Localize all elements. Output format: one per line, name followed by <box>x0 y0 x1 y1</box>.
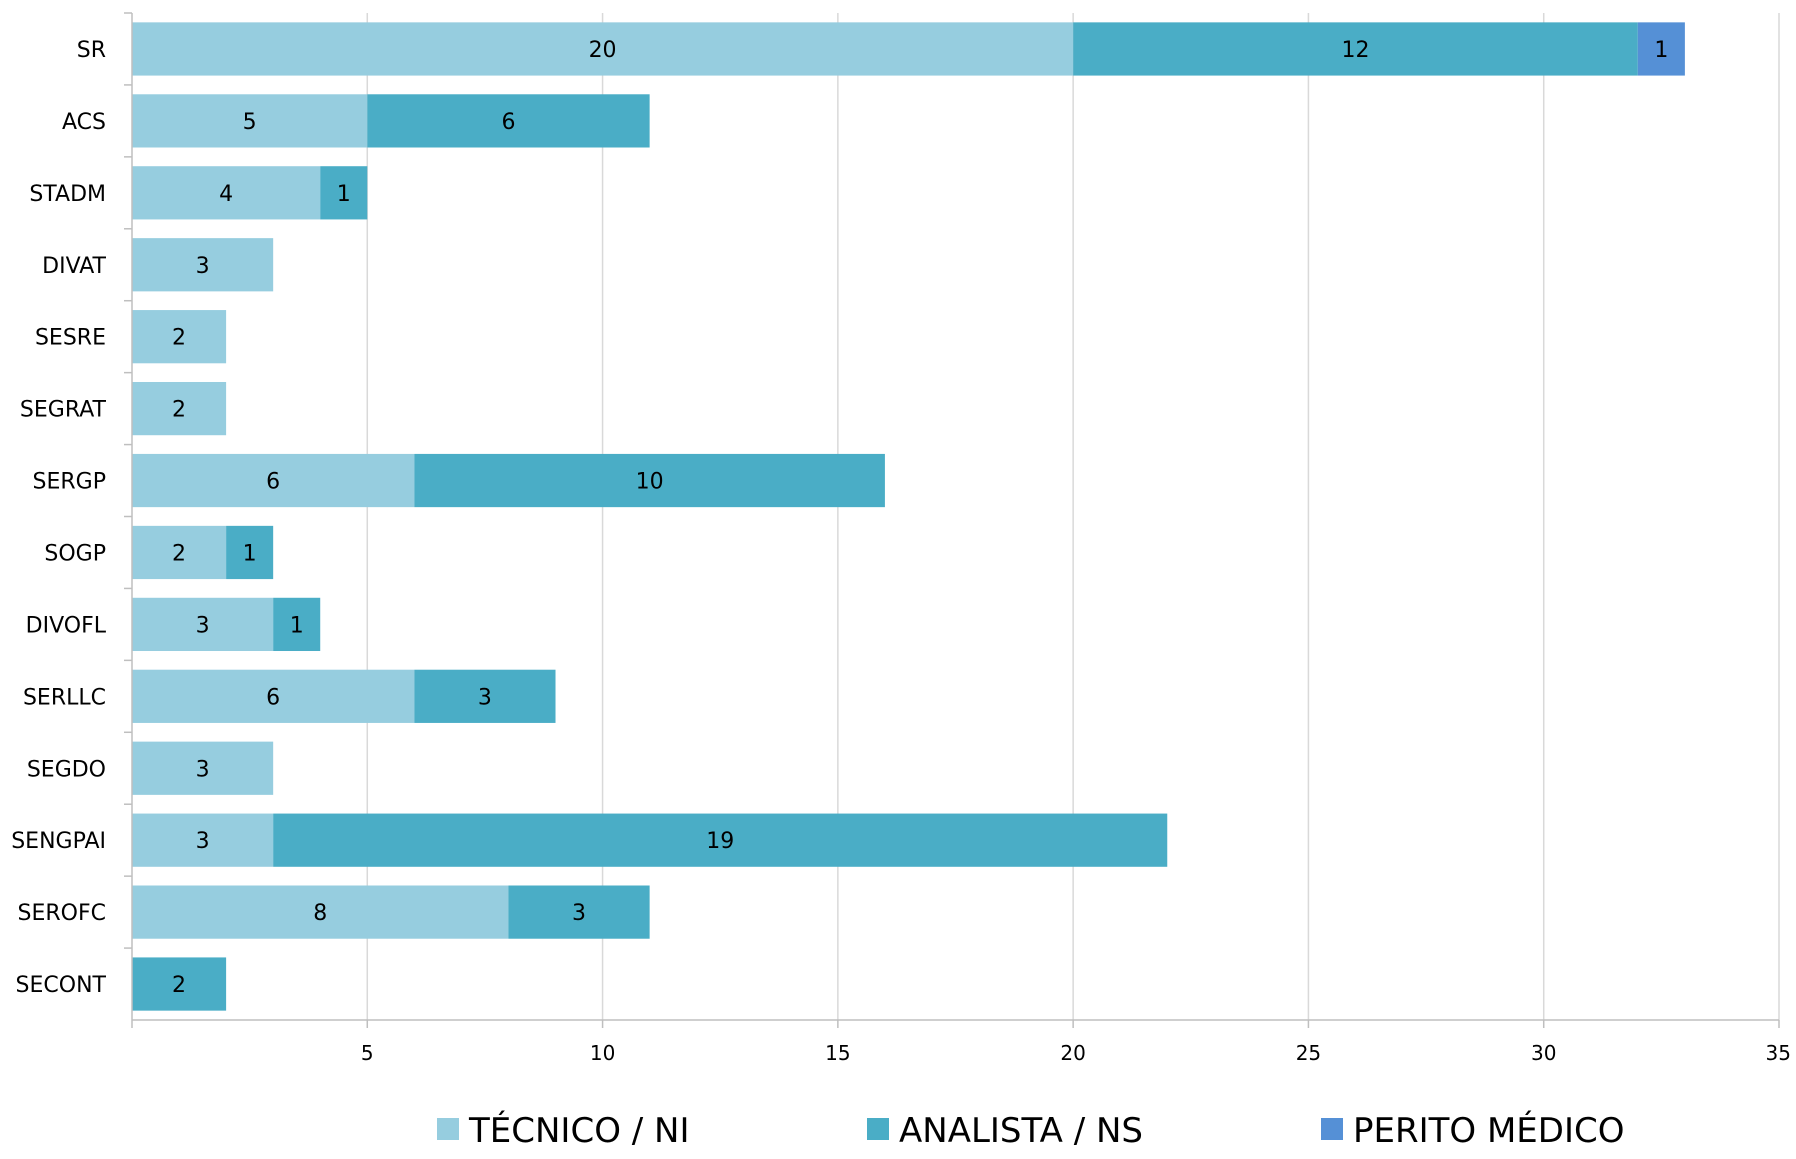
category-label-stadm: STADM <box>29 182 106 207</box>
data-label-sogp-analista-ns: 1 <box>243 541 257 566</box>
legend-swatch-tecnico-ni <box>437 1118 459 1140</box>
legend-swatch-analista-ns <box>867 1118 889 1140</box>
data-label-segrat-tecnico-ni: 2 <box>172 398 186 423</box>
bar-sogp-analista-ns <box>226 525 274 580</box>
category-label-secont: SECONT <box>16 973 107 998</box>
data-label-sergp-tecnico-ni: 6 <box>266 470 280 495</box>
bar-serofc-tecnico-ni <box>132 885 509 939</box>
bar-sergp-tecnico-ni <box>132 453 415 508</box>
axes <box>124 12 1780 1028</box>
category-label-sengpai: SENGPAI <box>11 829 106 854</box>
bar-divat-tecnico-ni <box>132 238 274 292</box>
data-label-sogp-tecnico-ni: 2 <box>172 541 186 566</box>
bar-acs-tecnico-ni <box>132 94 368 148</box>
category-label-serofc: SEROFC <box>18 901 106 926</box>
category-label-sogp: SOGP <box>44 541 106 566</box>
bar-sr-tecnico-ni <box>132 22 1074 76</box>
category-label-sergp: SERGP <box>33 470 106 495</box>
legend-label-tecnico-ni: TÉCNICO / NI <box>468 1110 690 1151</box>
data-label-stadm-tecnico-ni: 4 <box>219 182 233 207</box>
bar-stadm-analista-ns <box>320 166 368 220</box>
category-label-serllc: SERLLC <box>23 685 106 710</box>
bar-segdo-tecnico-ni <box>132 741 274 795</box>
data-label-sr-tecnico-ni: 20 <box>589 38 617 63</box>
category-label-acs: ACS <box>62 110 106 135</box>
data-label-divofl-analista-ns: 1 <box>290 613 304 638</box>
x-tick-label-5: 5 <box>361 1041 374 1065</box>
data-label-sergp-analista-ns: 10 <box>636 470 664 495</box>
data-label-sr-perito-medico: 1 <box>1654 38 1668 63</box>
bar-serofc-analista-ns <box>508 885 650 939</box>
bar-sengpai-tecnico-ni <box>132 813 274 867</box>
bars <box>132 22 1685 1011</box>
bar-segrat-tecnico-ni <box>132 381 227 436</box>
x-tick-label-35: 35 <box>1766 1041 1791 1065</box>
category-label-sr: SR <box>77 38 106 63</box>
data-label-stadm-analista-ns: 1 <box>337 182 351 207</box>
legend-label-perito-medico: PERITO MÉDICO <box>1353 1110 1625 1151</box>
category-label-segrat: SEGRAT <box>20 398 107 423</box>
category-label-divat: DIVAT <box>42 254 106 279</box>
data-label-sesre-tecnico-ni: 2 <box>172 326 186 351</box>
x-tick-label-30: 30 <box>1531 1041 1556 1065</box>
category-label-sesre: SESRE <box>35 326 106 351</box>
data-label-acs-analista-ns: 6 <box>501 110 515 135</box>
legend-label-analista-ns: ANALISTA / NS <box>899 1111 1143 1151</box>
bar-sogp-tecnico-ni <box>132 525 227 580</box>
bar-divofl-tecnico-ni <box>132 597 274 652</box>
bar-secont-analista-ns <box>132 957 227 1011</box>
bar-acs-analista-ns <box>367 94 650 148</box>
category-label-segdo: SEGDO <box>27 757 106 782</box>
bar-serllc-tecnico-ni <box>132 669 415 723</box>
x-tick-label-20: 20 <box>1060 1041 1085 1065</box>
data-label-serllc-tecnico-ni: 6 <box>266 685 280 710</box>
gridlines <box>366 13 1780 1020</box>
data-label-sr-analista-ns: 12 <box>1341 38 1369 63</box>
data-label-segdo-tecnico-ni: 3 <box>196 757 210 782</box>
data-label-sengpai-tecnico-ni: 3 <box>196 829 210 854</box>
data-label-serofc-tecnico-ni: 8 <box>313 901 327 926</box>
data-label-secont-analista-ns: 2 <box>172 973 186 998</box>
bar-sengpai-analista-ns <box>273 813 1168 867</box>
bar-sesre-tecnico-ni <box>132 310 227 364</box>
bar-sergp-analista-ns <box>414 453 885 508</box>
data-label-serllc-analista-ns: 3 <box>478 685 492 710</box>
x-tick-label-25: 25 <box>1296 1041 1321 1065</box>
category-label-divofl: DIVOFL <box>26 613 107 638</box>
legend-swatch-perito-medico <box>1321 1118 1343 1140</box>
x-tick-label-10: 10 <box>590 1041 615 1065</box>
data-label-serofc-analista-ns: 3 <box>572 901 586 926</box>
data-label-acs-tecnico-ni: 5 <box>243 110 257 135</box>
bar-divofl-analista-ns <box>273 597 321 652</box>
data-label-divofl-tecnico-ni: 3 <box>196 613 210 638</box>
data-label-sengpai-analista-ns: 19 <box>706 829 734 854</box>
bar-sr-perito-medico <box>1637 22 1685 76</box>
data-label-divat-tecnico-ni: 3 <box>196 254 210 279</box>
legend: TÉCNICO / NI ANALISTA / NS PERITO MÉDICO <box>437 1110 1625 1151</box>
bar-stadm-tecnico-ni <box>132 166 321 220</box>
x-tick-label-15: 15 <box>825 1041 850 1065</box>
bar-serllc-analista-ns <box>414 669 556 723</box>
bar-sr-analista-ns <box>1073 22 1638 76</box>
